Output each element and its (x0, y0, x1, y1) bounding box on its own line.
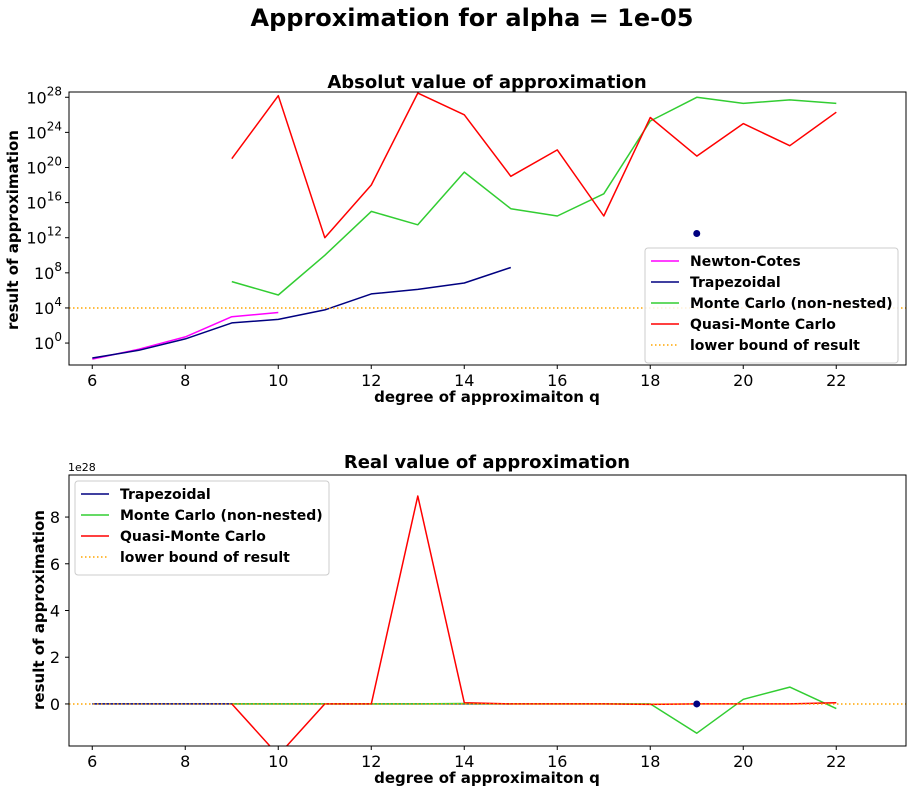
y-tick-label: 108 (34, 260, 62, 283)
legend-label: Quasi-Monte Carlo (120, 529, 266, 545)
plot-frame (68, 474, 907, 747)
series-line (231, 686, 837, 734)
legend-label: Trapezoidal (120, 487, 211, 503)
x-axis-label: degree of approximaiton q (374, 769, 600, 787)
x-tick-label: 8 (180, 752, 190, 771)
x-tick-label: 12 (361, 752, 381, 771)
plot-frame (68, 91, 907, 366)
x-tick-label: 16 (547, 752, 567, 771)
legend-label: Quasi-Monte Carlo (690, 317, 836, 333)
x-tick-label: 14 (454, 752, 474, 771)
y-axis-label: result of approximation (4, 130, 22, 330)
x-tick-label: 22 (826, 371, 846, 390)
y-tick-label: 100 (34, 330, 62, 353)
x-tick-label: 14 (454, 371, 474, 390)
chart-panel-real: Real value of approximation 1e28 6 8 10 12 1… (30, 452, 907, 787)
y-tick-label: 6 (50, 555, 60, 574)
y-tick-label: 1012 (26, 225, 62, 248)
chart-title: Absolut value of approximation (327, 72, 646, 93)
x-tick-label: 20 (733, 371, 753, 390)
x-tick-label: 10 (268, 752, 288, 771)
legend-label: Trapezoidal (690, 275, 781, 291)
legend-label: Monte Carlo (non-nested) (690, 296, 893, 312)
y-axis-label: result of approximation (30, 510, 48, 710)
y-tick-label: 104 (34, 295, 62, 318)
x-axis-label: degree of approximaiton q (374, 388, 600, 406)
y-tick-label: 1020 (26, 154, 62, 177)
chart-panel-absolute: Absolut value of approximation 6 8 10 12 14 1… (4, 72, 907, 406)
y-tick-label: 4 (50, 602, 60, 621)
legend-label: Newton-Cotes (690, 254, 801, 270)
x-tick-label: 18 (640, 371, 660, 390)
legend-frame (74, 480, 330, 576)
y-tick-label: 0 (50, 695, 60, 714)
suptitle: Approximation for alpha = 1e-05 (251, 4, 694, 32)
series-line (92, 311, 279, 360)
legend-label: lower bound of result (120, 550, 290, 566)
x-tick-label: 18 (640, 752, 660, 771)
series-line (231, 92, 837, 239)
legend: Newton-Cotes Trapezoidal Monte Carlo (non-… (644, 247, 899, 364)
y-tick-label: 1016 (26, 190, 62, 213)
x-tick-label: 8 (180, 371, 190, 390)
y-tick-label: 8 (50, 508, 60, 527)
x-tick-label: 16 (547, 371, 567, 390)
chart-title: Real value of approximation (344, 452, 630, 473)
x-tick-label: 10 (268, 371, 288, 390)
y-tick-label: 1028 (26, 84, 62, 107)
point-marker (693, 230, 701, 238)
legend: Trapezoidal Monte Carlo (non-nested) Quasi… (74, 480, 330, 576)
series-line (92, 266, 512, 359)
x-tick-label: 22 (826, 752, 846, 771)
y-tick-label: 2 (50, 648, 60, 667)
x-tick-label: 6 (87, 371, 97, 390)
x-tick-label: 20 (733, 752, 753, 771)
offset-text: 1e28 (68, 461, 96, 474)
y-tick-label: 1024 (26, 119, 62, 142)
series-line (231, 96, 837, 296)
legend-frame (644, 247, 899, 364)
point-marker (693, 700, 701, 708)
x-tick-label: 6 (87, 752, 97, 771)
x-tick-label: 12 (361, 371, 381, 390)
legend-label: Monte Carlo (non-nested) (120, 508, 323, 524)
legend-label: lower bound of result (690, 338, 860, 354)
